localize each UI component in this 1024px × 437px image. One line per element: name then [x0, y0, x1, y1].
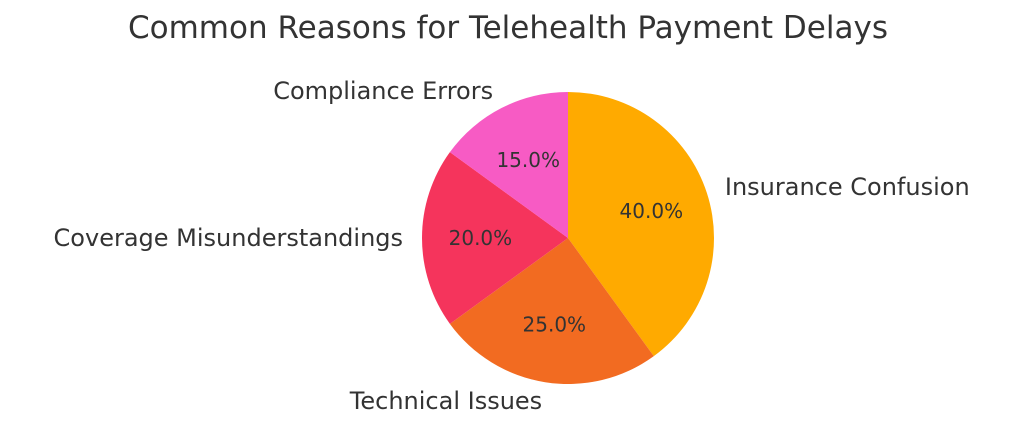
chart-title: Common Reasons for Telehealth Payment De… — [128, 10, 888, 46]
pie-percent-label: 40.0% — [620, 199, 684, 223]
pie-category-label: Insurance Confusion — [725, 173, 970, 201]
pie-slice-technical-issues — [449, 238, 654, 384]
pie-category-label: Compliance Errors — [273, 77, 493, 105]
pie-slice-compliance-errors — [449, 92, 568, 238]
pie-category-label: Coverage Misunderstandings — [54, 224, 403, 252]
pie-slice-coverage-misunderstandings — [422, 152, 568, 324]
pie-percent-label: 25.0% — [523, 313, 587, 337]
pie-percent-label: 15.0% — [496, 148, 560, 172]
pie-percent-label: 20.0% — [449, 226, 513, 250]
pie-slice-insurance-confusion — [568, 92, 714, 357]
pie-category-label: Technical Issues — [349, 387, 542, 415]
